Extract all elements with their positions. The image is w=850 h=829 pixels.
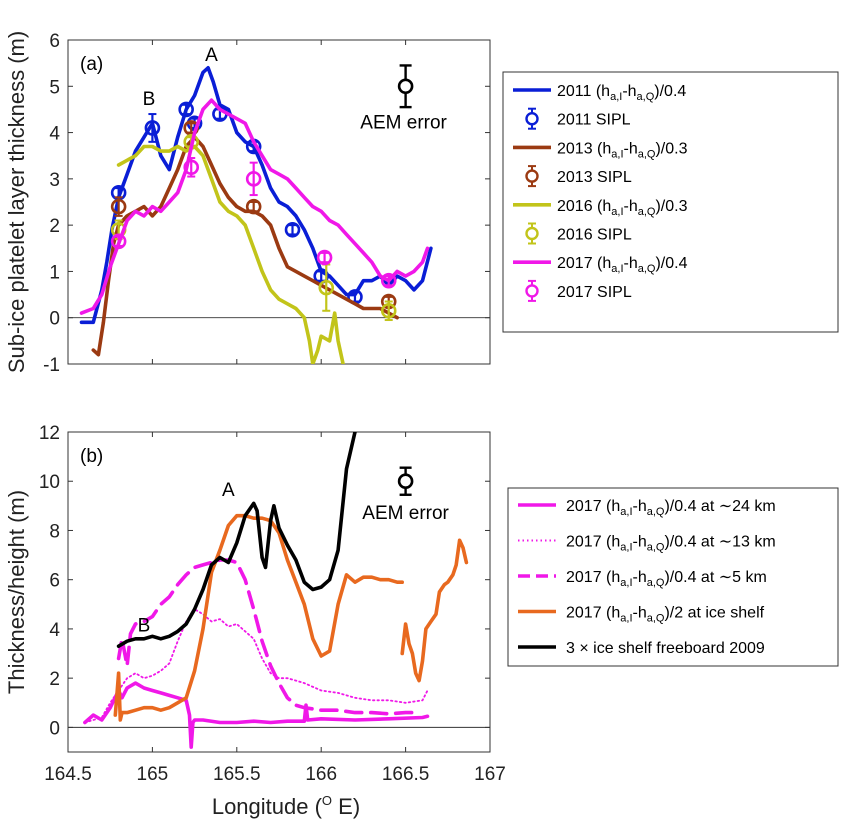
legend-entry-label: 2017 (ha,I-ha,Q)/2 at ice shelf: [566, 605, 765, 625]
aem-error-point: [397, 473, 414, 490]
y-tick-label: -1: [43, 355, 60, 376]
panel-a-y-ticks: -1 0 1 2 3 4 5 6: [43, 31, 491, 376]
sipl-data-point: [245, 198, 262, 215]
legend-entry-label: 2017 SIPL: [557, 284, 632, 301]
panel-a: -1 0 1 2 3 4 5 6 (a) Sub-ice platelet layer thi…: [4, 31, 839, 376]
aem-error-label: AEM error: [362, 503, 449, 524]
y-tick-label: 3: [49, 170, 60, 191]
series-line-3: [113, 513, 404, 722]
x-tick-label: 164.5: [44, 764, 92, 785]
panel-a-plot-area: [68, 66, 490, 364]
legend-entry-label: 2016 SIPL: [557, 227, 632, 244]
series-line-2: [116, 558, 416, 716]
legend-entry-label: 2017 (ha,I-ha,Q)/0.4 at ∼5 km: [566, 569, 767, 589]
series-line-6: [79, 98, 430, 315]
series-line-1: [84, 608, 429, 724]
y-tick-label: 1: [49, 262, 60, 283]
y-tick-label: 2: [49, 216, 60, 237]
legend-entry-label: 2013 (ha,I-ha,Q)/0.3: [557, 140, 688, 160]
sipl-data-point: [110, 198, 127, 215]
peak-label: B: [138, 615, 151, 636]
sipl-data-point: [178, 101, 194, 118]
y-tick-label: 0: [49, 309, 60, 330]
sipl-data-point: [318, 279, 335, 296]
y-tick-label: 0: [49, 718, 60, 739]
y-tick-label: 4: [49, 620, 60, 641]
x-tick-label: 165.5: [213, 764, 261, 785]
aem-error-label: AEM error: [360, 112, 447, 133]
panel-a-y-axis-label: Sub-ice platelet layer thickness (m): [4, 31, 29, 373]
y-tick-label: 12: [39, 423, 60, 444]
y-tick-label: 4: [49, 124, 60, 145]
panel-b-label: (b): [80, 446, 103, 467]
sipl-data-point: [110, 233, 127, 250]
panel-b-y-ticks: 0 2 4 6 8 10 12: [39, 423, 490, 739]
sipl-data-point: [183, 159, 200, 176]
aem-error-point: [397, 78, 414, 95]
sipl-data-point: [245, 171, 262, 187]
panel-a-legend: 2011 (ha,I-ha,Q)/0.4 2011 SIPL 2013 (ha,I-…: [502, 71, 839, 333]
y-tick-label: 10: [39, 472, 60, 493]
peak-label: B: [143, 89, 156, 110]
series-line-2: [91, 135, 399, 357]
peak-label: A: [205, 45, 218, 66]
legend-entry-label: 3 × ice shelf freeboard 2009: [566, 640, 765, 657]
legend-box: [502, 71, 839, 333]
series-line-4: [116, 432, 357, 648]
sipl-data-point: [380, 302, 397, 319]
x-tick-label: 166.5: [382, 764, 430, 785]
series-line-0: [83, 681, 430, 749]
legend-entry-label: 2017 (ha,I-ha,Q)/0.4 at ∼24 km: [566, 498, 776, 518]
panel-b-plot-area: [68, 432, 490, 749]
legend-marker: [525, 111, 539, 126]
legend-entry-label: 2011 (ha,I-ha,Q)/0.4: [557, 83, 686, 103]
panel-b-y-axis-label: Thickness/height (m): [4, 490, 29, 694]
x-tick-label: 165: [137, 764, 169, 785]
panel-a-annotations: A B AEM error: [143, 45, 448, 133]
x-tick-label: 166: [305, 764, 337, 785]
legend-entry-label: 2017 (ha,I-ha,Q)/0.4 at ∼13 km: [566, 534, 776, 554]
legend-box: [507, 487, 839, 667]
sipl-data-point: [144, 120, 161, 136]
x-tick-label: 167: [474, 764, 506, 785]
sipl-data-point: [380, 272, 397, 289]
panel-b-annotations: A B AEM error: [138, 466, 450, 636]
panel-b: 0 2 4 6 8 10 12 164.5 165 165.5 166 166.5 167 (b) T…: [4, 423, 839, 819]
legend-entry-label: 2016 (ha,I-ha,Q)/0.3: [557, 198, 688, 218]
series-line-4: [116, 144, 345, 364]
legend-entry-label: 2011 SIPL: [557, 112, 631, 129]
legend-entry-label: 2017 (ha,I-ha,Q)/0.4: [557, 255, 688, 275]
legend-marker: [525, 169, 539, 183]
legend-marker: [525, 284, 539, 298]
legend-marker: [525, 226, 539, 241]
series-line-0: [79, 66, 433, 325]
sipl-data-point: [316, 249, 333, 266]
peak-label: A: [222, 480, 235, 501]
panel-a-label: (a): [80, 54, 103, 75]
y-tick-label: 6: [49, 571, 60, 592]
x-axis-label: Longitude (O E): [212, 793, 360, 819]
y-tick-label: 2: [49, 669, 60, 690]
y-tick-label: 6: [49, 31, 60, 52]
panel-b-x-ticks: 164.5 165 165.5 166 166.5 167: [44, 432, 506, 785]
sipl-data-point: [284, 221, 301, 238]
series-line-5: [400, 538, 469, 683]
panel-b-frame: [67, 431, 491, 753]
legend-entry-label: 2013 SIPL: [557, 169, 632, 186]
panel-b-legend: 2017 (ha,I-ha,Q)/0.4 at ∼24 km 2017 (ha,I…: [507, 487, 839, 667]
y-tick-label: 8: [49, 521, 60, 542]
y-tick-label: 5: [49, 77, 60, 98]
